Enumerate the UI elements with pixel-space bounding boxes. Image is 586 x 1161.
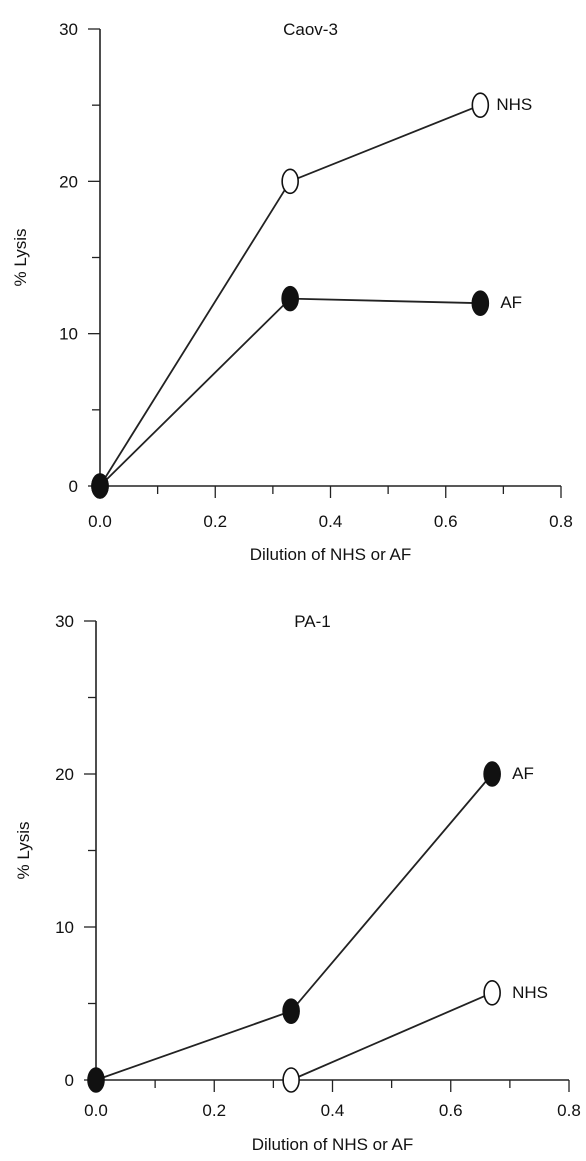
y-tick-label: 10	[59, 325, 78, 344]
series-label-nhs: NHS	[496, 95, 532, 114]
y-tick-label: 0	[69, 477, 78, 496]
chart-title: Caov-3	[283, 20, 338, 39]
x-tick-label: 0.6	[434, 512, 458, 531]
x-tick-label: 0.2	[202, 1101, 226, 1120]
y-axis-label: % Lysis	[11, 229, 30, 287]
chart-caov-3: Caov-3 Dilution of NHS or AF % Lysis 0 10…	[11, 20, 573, 564]
data-point-af	[483, 761, 501, 787]
chart-pa-1: PA-1 Dilution of NHS or AF % Lysis 0 10 20…	[14, 612, 581, 1154]
y-tick-label: 30	[55, 612, 74, 631]
y-tick-label: 0	[65, 1071, 74, 1090]
x-axis-label: Dilution of NHS or AF	[250, 545, 412, 564]
data-point-nhs	[471, 92, 490, 118]
y-tick-label: 20	[59, 172, 78, 191]
x-tick-label: 0.2	[203, 512, 227, 531]
chart-title: PA-1	[294, 612, 331, 631]
data-point-af	[91, 473, 109, 499]
data-point-af	[471, 290, 490, 317]
x-axis-label: Dilution of NHS or AF	[252, 1135, 414, 1154]
data-point-af	[282, 998, 300, 1024]
series-line-af	[95, 773, 493, 1081]
y-tick-label: 30	[59, 20, 78, 39]
x-tick-label: 0.0	[88, 512, 112, 531]
series-label-af: AF	[512, 764, 534, 783]
y-tick-label: 20	[55, 765, 74, 784]
x-tick-label: 0.8	[549, 512, 573, 531]
series-label-af: AF	[500, 293, 522, 312]
x-tick-label: 0.8	[557, 1101, 581, 1120]
x-tick-label: 0.4	[321, 1101, 345, 1120]
series-label-nhs: NHS	[512, 983, 548, 1002]
data-point-nhs	[483, 979, 501, 1006]
x-tick-label: 0.0	[84, 1101, 108, 1120]
data-point-nhs	[281, 168, 299, 195]
series-line-af	[99, 297, 481, 487]
y-tick-label: 10	[55, 918, 74, 937]
data-point-nhs	[282, 1067, 300, 1093]
series-line-nhs	[290, 991, 493, 1081]
y-axis-label: % Lysis	[14, 822, 33, 880]
x-tick-label: 0.4	[319, 512, 343, 531]
x-tick-label: 0.6	[439, 1101, 463, 1120]
data-point-af	[87, 1067, 105, 1093]
data-point-af	[281, 285, 299, 312]
